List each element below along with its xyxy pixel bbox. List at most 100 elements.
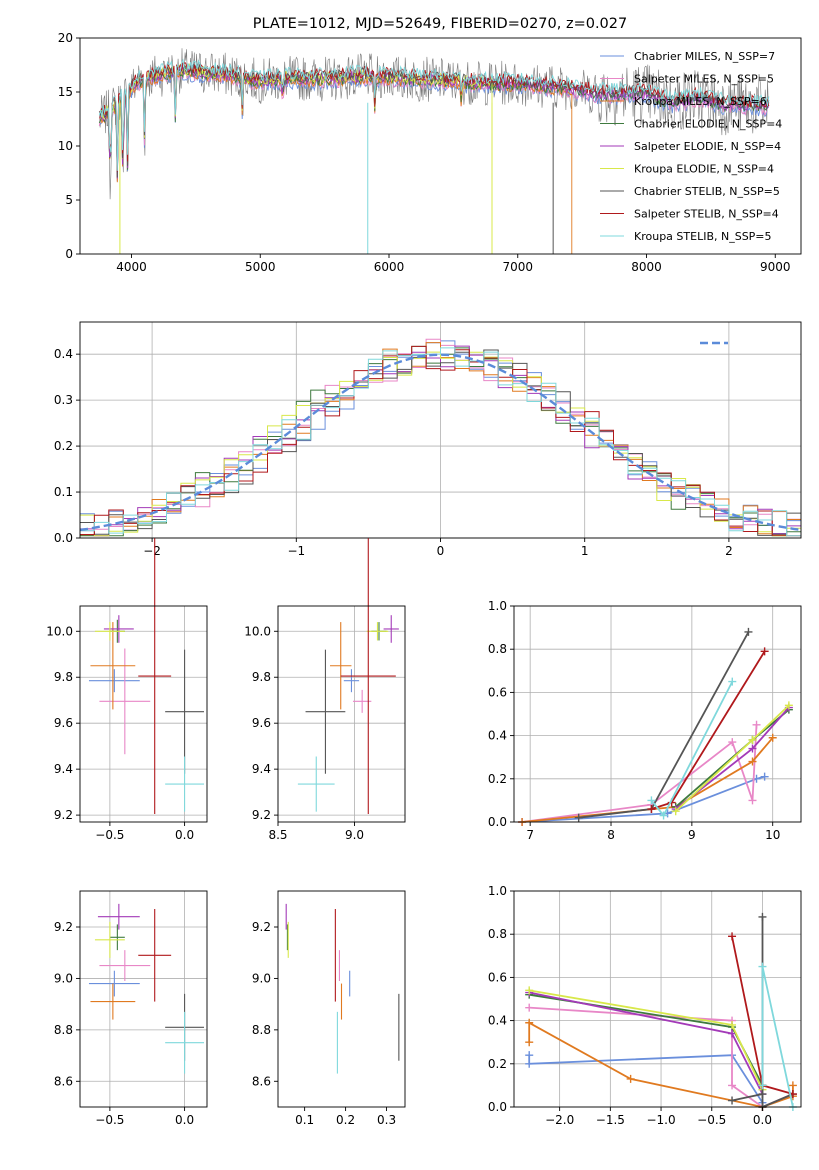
weight-marker	[626, 1074, 635, 1083]
weight-marker	[758, 1081, 767, 1090]
legend-entry: Chabrier MILES, N_SSP=7	[634, 50, 775, 63]
weight-line-salpeter-elodie	[529, 991, 764, 1095]
y-tick-label: 10	[58, 139, 73, 153]
y-tick-label: 0.0	[488, 815, 507, 829]
weight-marker	[758, 962, 767, 971]
x-tick-label: 4000	[116, 260, 147, 274]
weight-marker	[647, 805, 656, 814]
y-tick-label: 9.8	[54, 670, 73, 684]
x-tick-label: 0.1	[295, 1113, 314, 1127]
x-tick-label: −1.0	[646, 1113, 675, 1127]
y-tick-label: 8.6	[252, 1074, 271, 1088]
weight-marker	[525, 986, 534, 995]
x-tick-label: −1	[287, 544, 305, 558]
y-tick-label: 10.0	[46, 624, 73, 638]
weight-marker	[768, 733, 777, 742]
weight-marker	[671, 807, 680, 816]
legend-entry: Chabrier ELODIE, N_SSP=4	[634, 118, 782, 131]
weight-marker	[728, 1081, 737, 1090]
age-vs-metallicity-panel: −0.5 0.0 9.2 9.4 9.6 9.8 10.0	[46, 538, 208, 842]
figure-title: PLATE=1012, MJD=52649, FIBERID=0270, z=0…	[253, 16, 627, 32]
weight-marker	[525, 1018, 534, 1027]
y-tick-label: 9.8	[252, 670, 271, 684]
legend-entry: Chabrier STELIB, N_SSP=5	[634, 185, 780, 198]
y-tick-label: 20	[58, 31, 73, 45]
y-tick-label: 0.0	[54, 531, 73, 545]
y-tick-label: 15	[58, 85, 73, 99]
axes-frame	[79, 605, 208, 823]
x-tick-label: 0.0	[175, 1113, 194, 1127]
normal-distribution-curve	[79, 353, 802, 532]
y-tick-label: 9.2	[54, 808, 73, 822]
y-tick-label: 9.0	[252, 971, 271, 985]
weight-line-chabrier-stelib	[578, 631, 750, 819]
x-tick-label: 8	[607, 828, 615, 842]
x-tick-label: −1.5	[596, 1113, 625, 1127]
x-tick-label: −0.5	[697, 1113, 726, 1127]
weight-marker	[525, 1038, 534, 1047]
weight-marker	[728, 1096, 737, 1105]
x-tick-label: 7	[526, 828, 534, 842]
weight-marker	[728, 1029, 737, 1038]
weight-marker	[760, 647, 769, 656]
weight-line-kroupa-elodie	[529, 989, 764, 1091]
y-tick-label: 9.4	[252, 762, 271, 776]
x-tick-label: 9000	[760, 260, 791, 274]
x-tick-label: 2	[725, 544, 733, 558]
legend-entry: Kroupa STELIB, N_SSP=5	[634, 230, 772, 243]
x-tick-label: −0.5	[95, 828, 124, 842]
y-tick-label: 9.0	[54, 971, 73, 985]
weight-marker	[758, 912, 767, 921]
x-tick-label: 0.0	[753, 1113, 772, 1127]
y-tick-label: 0.1	[54, 485, 73, 499]
axes-frame	[79, 890, 208, 1108]
model-spectrum-kroupa-stelib	[98, 58, 770, 171]
x-tick-label: 8000	[631, 260, 662, 274]
y-tick-label: 1.0	[488, 884, 507, 898]
x-tick-label: −0.5	[95, 1113, 124, 1127]
x-tick-label: 9.0	[345, 828, 364, 842]
y-tick-label: 1.0	[488, 599, 507, 613]
y-tick-label: 8.8	[252, 1023, 271, 1037]
y-tick-label: 9.6	[252, 716, 271, 730]
age-vs-mass-panel: 8.5 9.0 9.2 9.4 9.6 9.8 10.0	[244, 538, 406, 842]
legend-entry: Kroupa MILES, N_SSP=6	[634, 95, 767, 108]
y-tick-label: 9.2	[252, 808, 271, 822]
y-tick-label: 0.6	[488, 970, 507, 984]
x-tick-label: 10	[765, 828, 780, 842]
weight-marker	[788, 1081, 797, 1090]
x-tick-label: 0	[437, 544, 445, 558]
y-tick-label: 0.4	[54, 347, 73, 361]
y-tick-label: 0.2	[488, 1057, 507, 1071]
axes-frame	[513, 890, 802, 1108]
y-tick-label: 9.2	[252, 920, 271, 934]
y-tick-label: 0.2	[54, 439, 73, 453]
y-tick-label: 9.6	[54, 716, 73, 730]
massweight-vs-age-panel: 7 8 9 10 0.0 0.2 0.4 0.6 0.8 1.0	[488, 599, 802, 842]
histogram-salpeter-stelib	[80, 345, 801, 537]
y-tick-label: 0	[65, 247, 73, 261]
observed-spectrum-line	[99, 48, 769, 200]
histogram-kroupa-elodie	[80, 351, 801, 537]
y-tick-label: 0.8	[488, 642, 507, 656]
weight-line-chabrier-elodie	[529, 993, 764, 1086]
weight-marker	[728, 932, 737, 941]
weight-marker	[784, 701, 793, 710]
model-spectrum-kroupa-miles	[98, 68, 573, 254]
y-tick-label: 0.4	[488, 1014, 507, 1028]
y-tick-label: 8.6	[54, 1074, 73, 1088]
y-tick-label: 0.0	[488, 1100, 507, 1114]
y-tick-label: 0.6	[488, 685, 507, 699]
y-tick-label: 8.8	[54, 1023, 73, 1037]
spectrum-plot-area	[98, 48, 770, 254]
x-tick-label: 0.3	[377, 1113, 396, 1127]
x-tick-label: 0.2	[336, 1113, 355, 1127]
weight-line-chabrier-stelib	[731, 916, 794, 1109]
y-tick-label: 9.2	[54, 920, 73, 934]
y-tick-label: 10.0	[244, 624, 271, 638]
histogram-chabrier-stelib	[80, 349, 801, 536]
y-tick-label: 9.4	[54, 762, 73, 776]
axes-frame	[277, 605, 406, 823]
weight-marker	[525, 1051, 534, 1060]
weight-marker	[748, 796, 757, 805]
